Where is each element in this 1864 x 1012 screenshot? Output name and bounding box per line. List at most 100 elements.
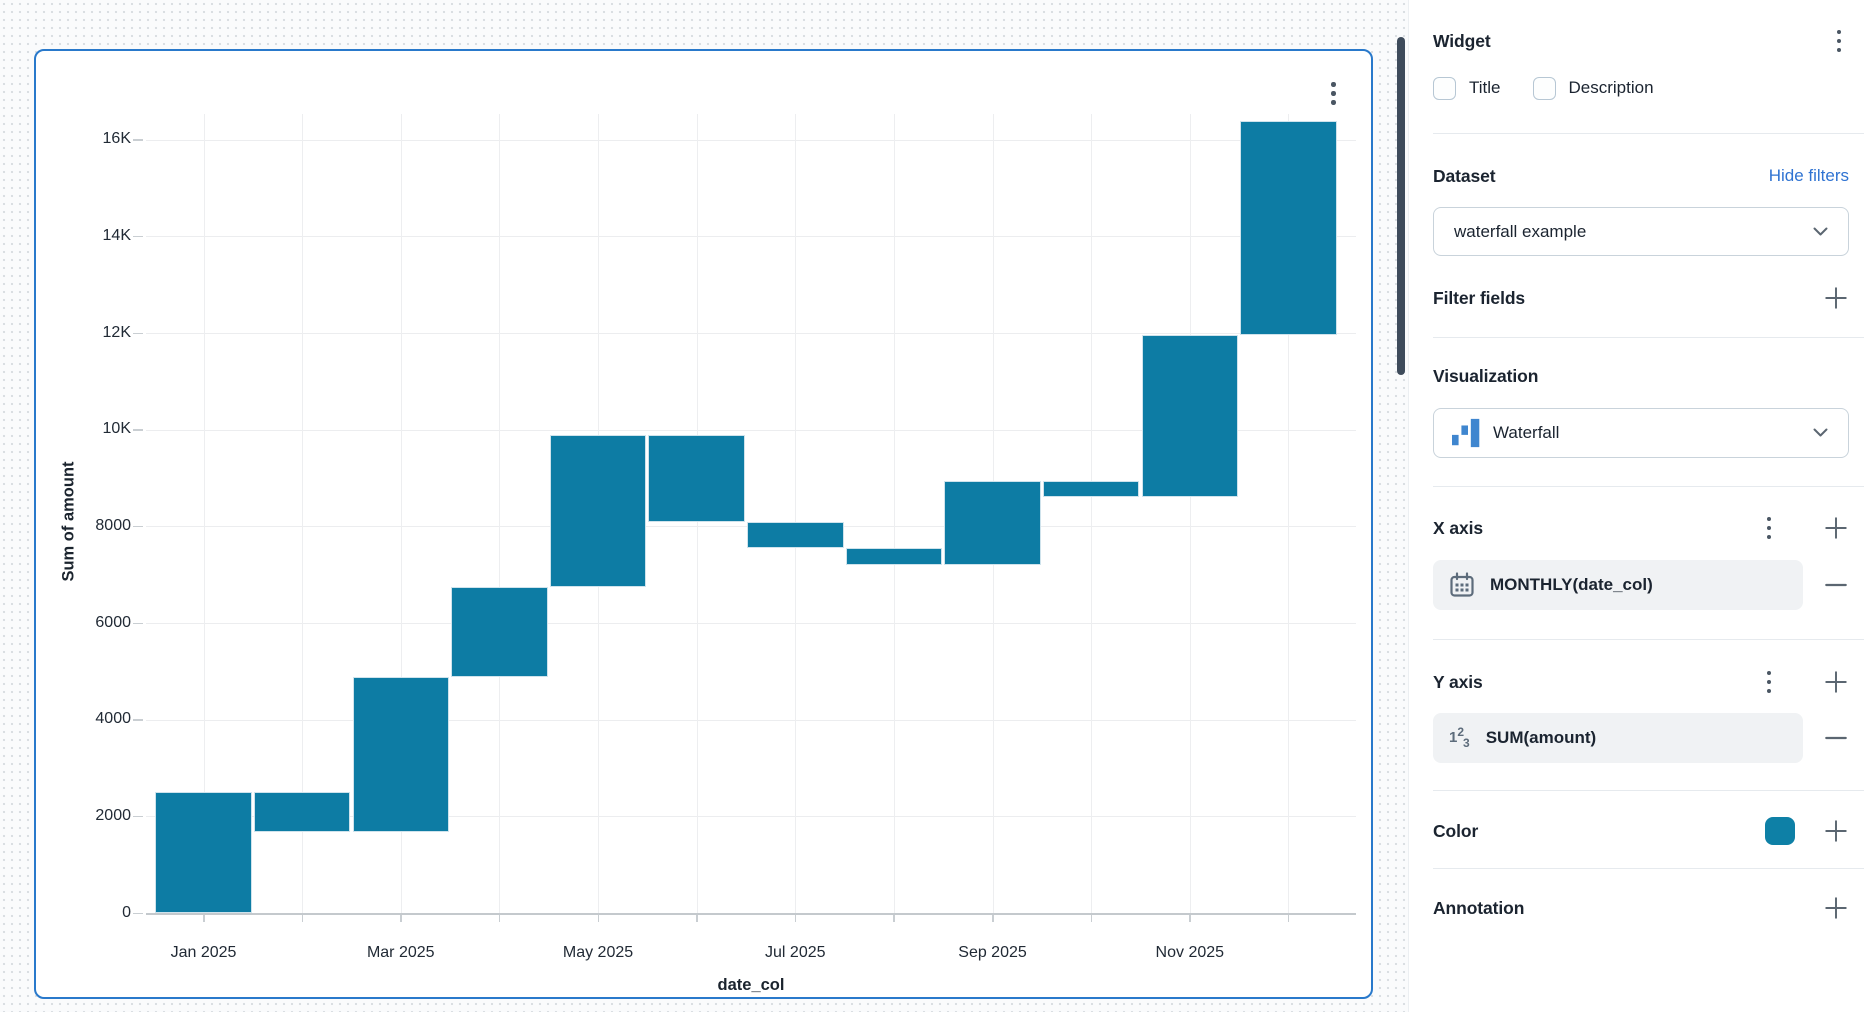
add-x-axis-button[interactable] [1823, 515, 1849, 541]
tick-mark [133, 139, 143, 141]
waterfall-bar[interactable] [549, 434, 647, 587]
tick-mark [1287, 915, 1290, 922]
y-axis-field-chip[interactable]: 123 SUM(amount) [1433, 712, 1803, 763]
x-tick-label: May 2025 [562, 944, 634, 961]
x-axis-heading: X axis [1433, 517, 1483, 538]
x-axis-menu-icon[interactable] [1766, 516, 1771, 540]
remove-y-axis-field-button[interactable] [1823, 725, 1849, 751]
tick-mark [696, 915, 698, 922]
color-swatch[interactable] [1765, 817, 1795, 845]
annotation-row: Annotation [1433, 892, 1849, 924]
add-annotation-button[interactable] [1823, 895, 1849, 921]
waterfall-bar[interactable] [155, 792, 252, 913]
visualization-select-row: Waterfall [1433, 408, 1849, 458]
description-checkbox[interactable] [1532, 76, 1556, 100]
y-tick-label: 2000 [95, 806, 131, 824]
plus-icon [1825, 820, 1847, 842]
dataset-selected-value: waterfall example [1454, 221, 1587, 241]
title-checkbox[interactable] [1433, 76, 1456, 100]
x-axis-field-chip[interactable]: MONTHLY(date_col) [1433, 560, 1803, 610]
y-axis-field-row: 123 SUM(amount) [1433, 712, 1849, 763]
number-123-icon: 123 [1449, 724, 1470, 750]
y-gridline [146, 236, 1356, 238]
add-filter-field-button[interactable] [1823, 285, 1849, 311]
color-heading: Color [1433, 820, 1479, 841]
y-axis-header-row: Y axis [1433, 666, 1849, 698]
plus-icon [1825, 517, 1847, 539]
chevron-down-icon [1813, 428, 1828, 437]
waterfall-bar[interactable] [944, 480, 1041, 566]
waterfall-bar[interactable] [451, 586, 548, 677]
tick-mark [400, 915, 402, 922]
tick-mark [133, 429, 143, 431]
tick-mark [893, 915, 895, 922]
y-gridline [146, 816, 1356, 818]
waterfall-bar[interactable] [253, 792, 351, 833]
x-gridline [302, 114, 304, 913]
y-tick-label: 4000 [95, 710, 131, 728]
visualization-select[interactable]: Waterfall [1433, 408, 1849, 458]
waterfall-bar[interactable] [845, 548, 943, 566]
x-tick-label: Nov 2025 [1155, 944, 1225, 961]
remove-x-axis-field-button[interactable] [1823, 572, 1849, 598]
widget-header-row: Widget [1433, 26, 1849, 56]
dataset-heading: Dataset [1433, 165, 1496, 186]
y-tick-label: 14K [102, 226, 131, 244]
y-gridline [146, 719, 1356, 721]
divider [1433, 337, 1864, 338]
y-tick-label: 16K [102, 130, 131, 148]
y-gridline [146, 429, 1356, 431]
widget-menu-icon[interactable] [1331, 82, 1336, 105]
waterfall-bar[interactable] [1042, 480, 1140, 497]
vertical-scrollbar[interactable] [1397, 37, 1405, 375]
y-gridline [146, 333, 1356, 335]
tick-mark [794, 915, 797, 922]
x-tick-label: Mar 2025 [366, 944, 435, 961]
tick-mark [133, 525, 143, 528]
x-gridline [1288, 114, 1290, 913]
x-gridline [1189, 114, 1191, 913]
hide-filters-link[interactable]: Hide filters [1768, 166, 1849, 185]
y-axis-field-label: SUM(amount) [1485, 727, 1597, 747]
widget-panel-menu-icon[interactable] [1836, 29, 1841, 53]
y-tick-label: 10K [102, 420, 131, 438]
title-checkbox-label: Title [1469, 78, 1501, 97]
tick-mark [597, 915, 600, 922]
calendar-icon [1450, 572, 1474, 597]
divider [1433, 868, 1864, 869]
dataset-select-row: waterfall example [1433, 207, 1849, 256]
description-checkbox-label: Description [1568, 78, 1654, 97]
x-tick-label: Sep 2025 [958, 944, 1027, 961]
color-row: Color [1433, 814, 1849, 848]
plus-icon [1825, 287, 1847, 309]
filter-fields-heading: Filter fields [1433, 287, 1526, 308]
tick-mark [133, 912, 143, 914]
divider [1433, 133, 1864, 134]
visualization-header-row: Visualization [1433, 362, 1849, 390]
waterfall-bar[interactable] [1240, 121, 1337, 336]
add-y-axis-button[interactable] [1823, 669, 1849, 695]
waterfall-chart: Sum of amount date_col 0 2000 4000 6000 8000… [60, 114, 1356, 994]
chart-widget-card[interactable] [34, 49, 1373, 999]
x-axis-field-row: MONTHLY(date_col) [1433, 560, 1849, 610]
minus-icon [1825, 736, 1847, 739]
waterfall-bar[interactable] [648, 434, 745, 522]
x-axis-field-label: MONTHLY(date_col) [1490, 575, 1653, 594]
x-gridline [1091, 114, 1093, 913]
y-tick-label: 12K [102, 323, 131, 341]
add-color-button[interactable] [1823, 818, 1849, 844]
dataset-select[interactable]: waterfall example [1433, 207, 1849, 256]
waterfall-bar[interactable] [747, 521, 844, 549]
y-tick-label: 0 [122, 903, 131, 921]
widget-heading: Widget [1433, 30, 1491, 51]
waterfall-bar[interactable] [352, 676, 449, 833]
y-tick-label: 8000 [95, 516, 131, 534]
config-panel: Widget Title Description Dataset Hide fi… [1408, 0, 1864, 1012]
waterfall-chart-icon [1452, 418, 1480, 448]
waterfall-bar[interactable] [1141, 335, 1239, 497]
y-axis-menu-icon[interactable] [1766, 670, 1771, 694]
x-gridline [893, 114, 895, 913]
divider [1433, 639, 1864, 640]
x-gridline [400, 114, 402, 913]
